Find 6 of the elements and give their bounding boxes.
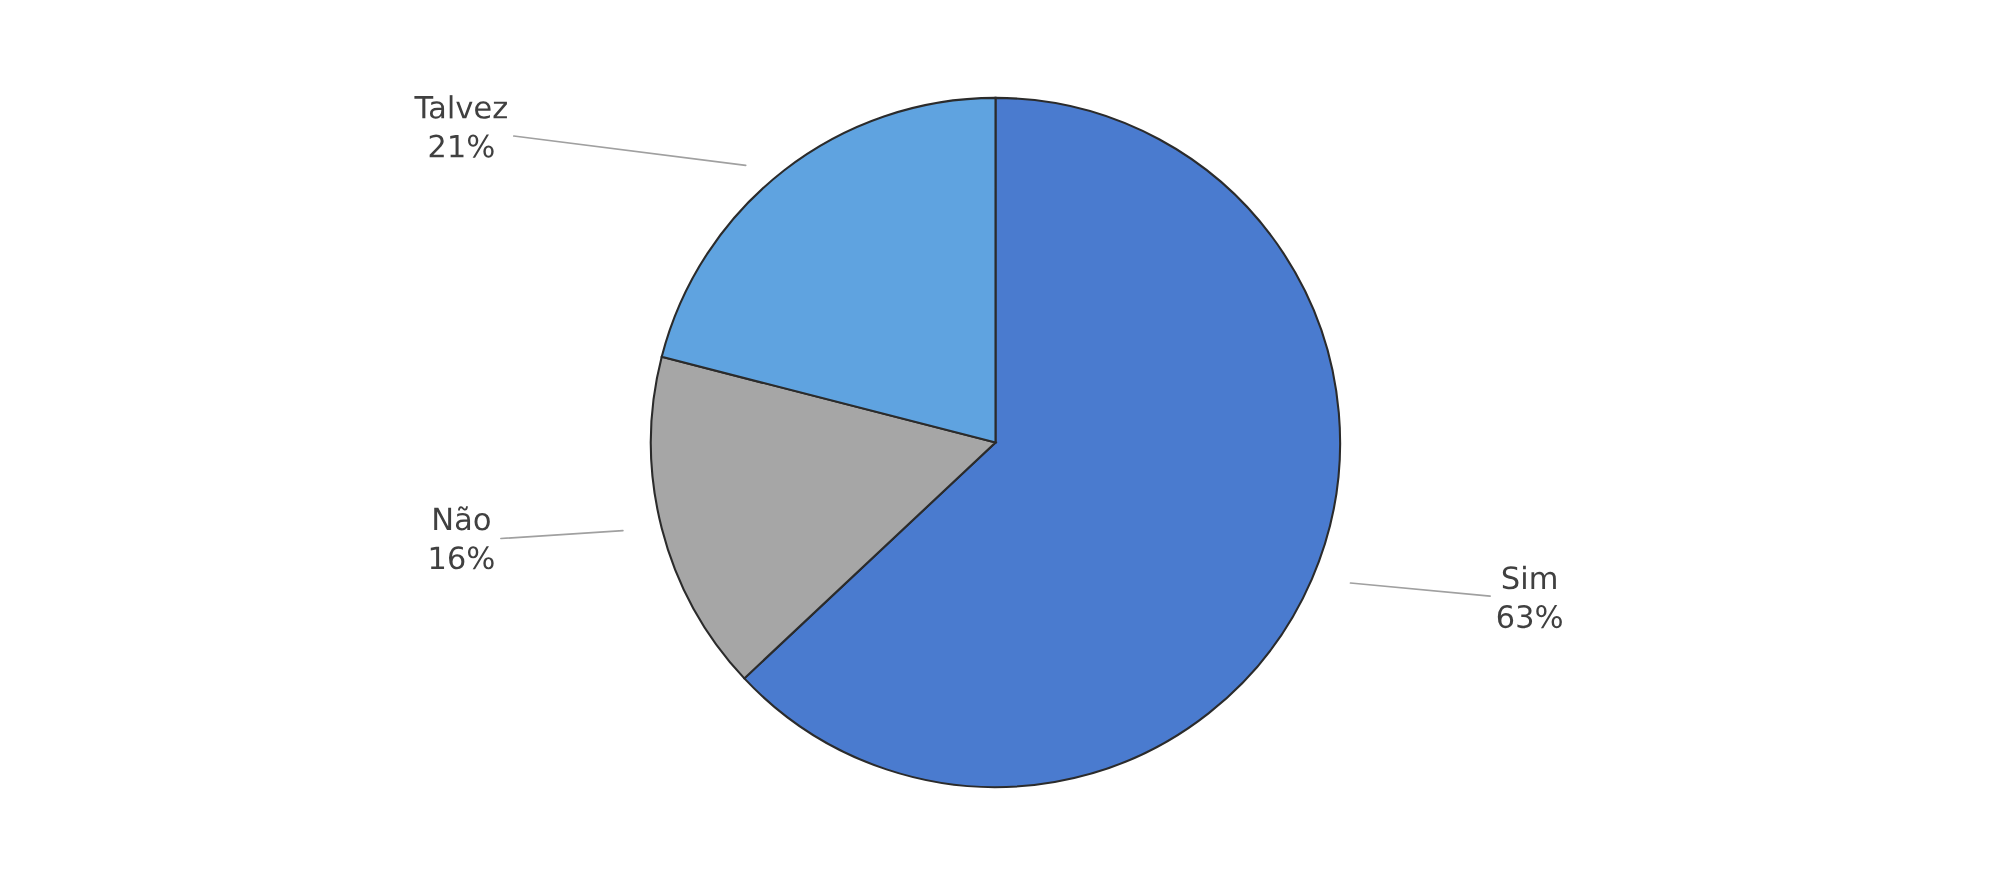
data-label: 63% (1497, 605, 1562, 629)
slice-label: Sim (1502, 565, 1556, 590)
data-label: 16% (430, 546, 494, 570)
slice-label: Talvez (414, 95, 507, 119)
slice-label: Não (434, 506, 490, 531)
data-label: 21% (429, 134, 494, 158)
